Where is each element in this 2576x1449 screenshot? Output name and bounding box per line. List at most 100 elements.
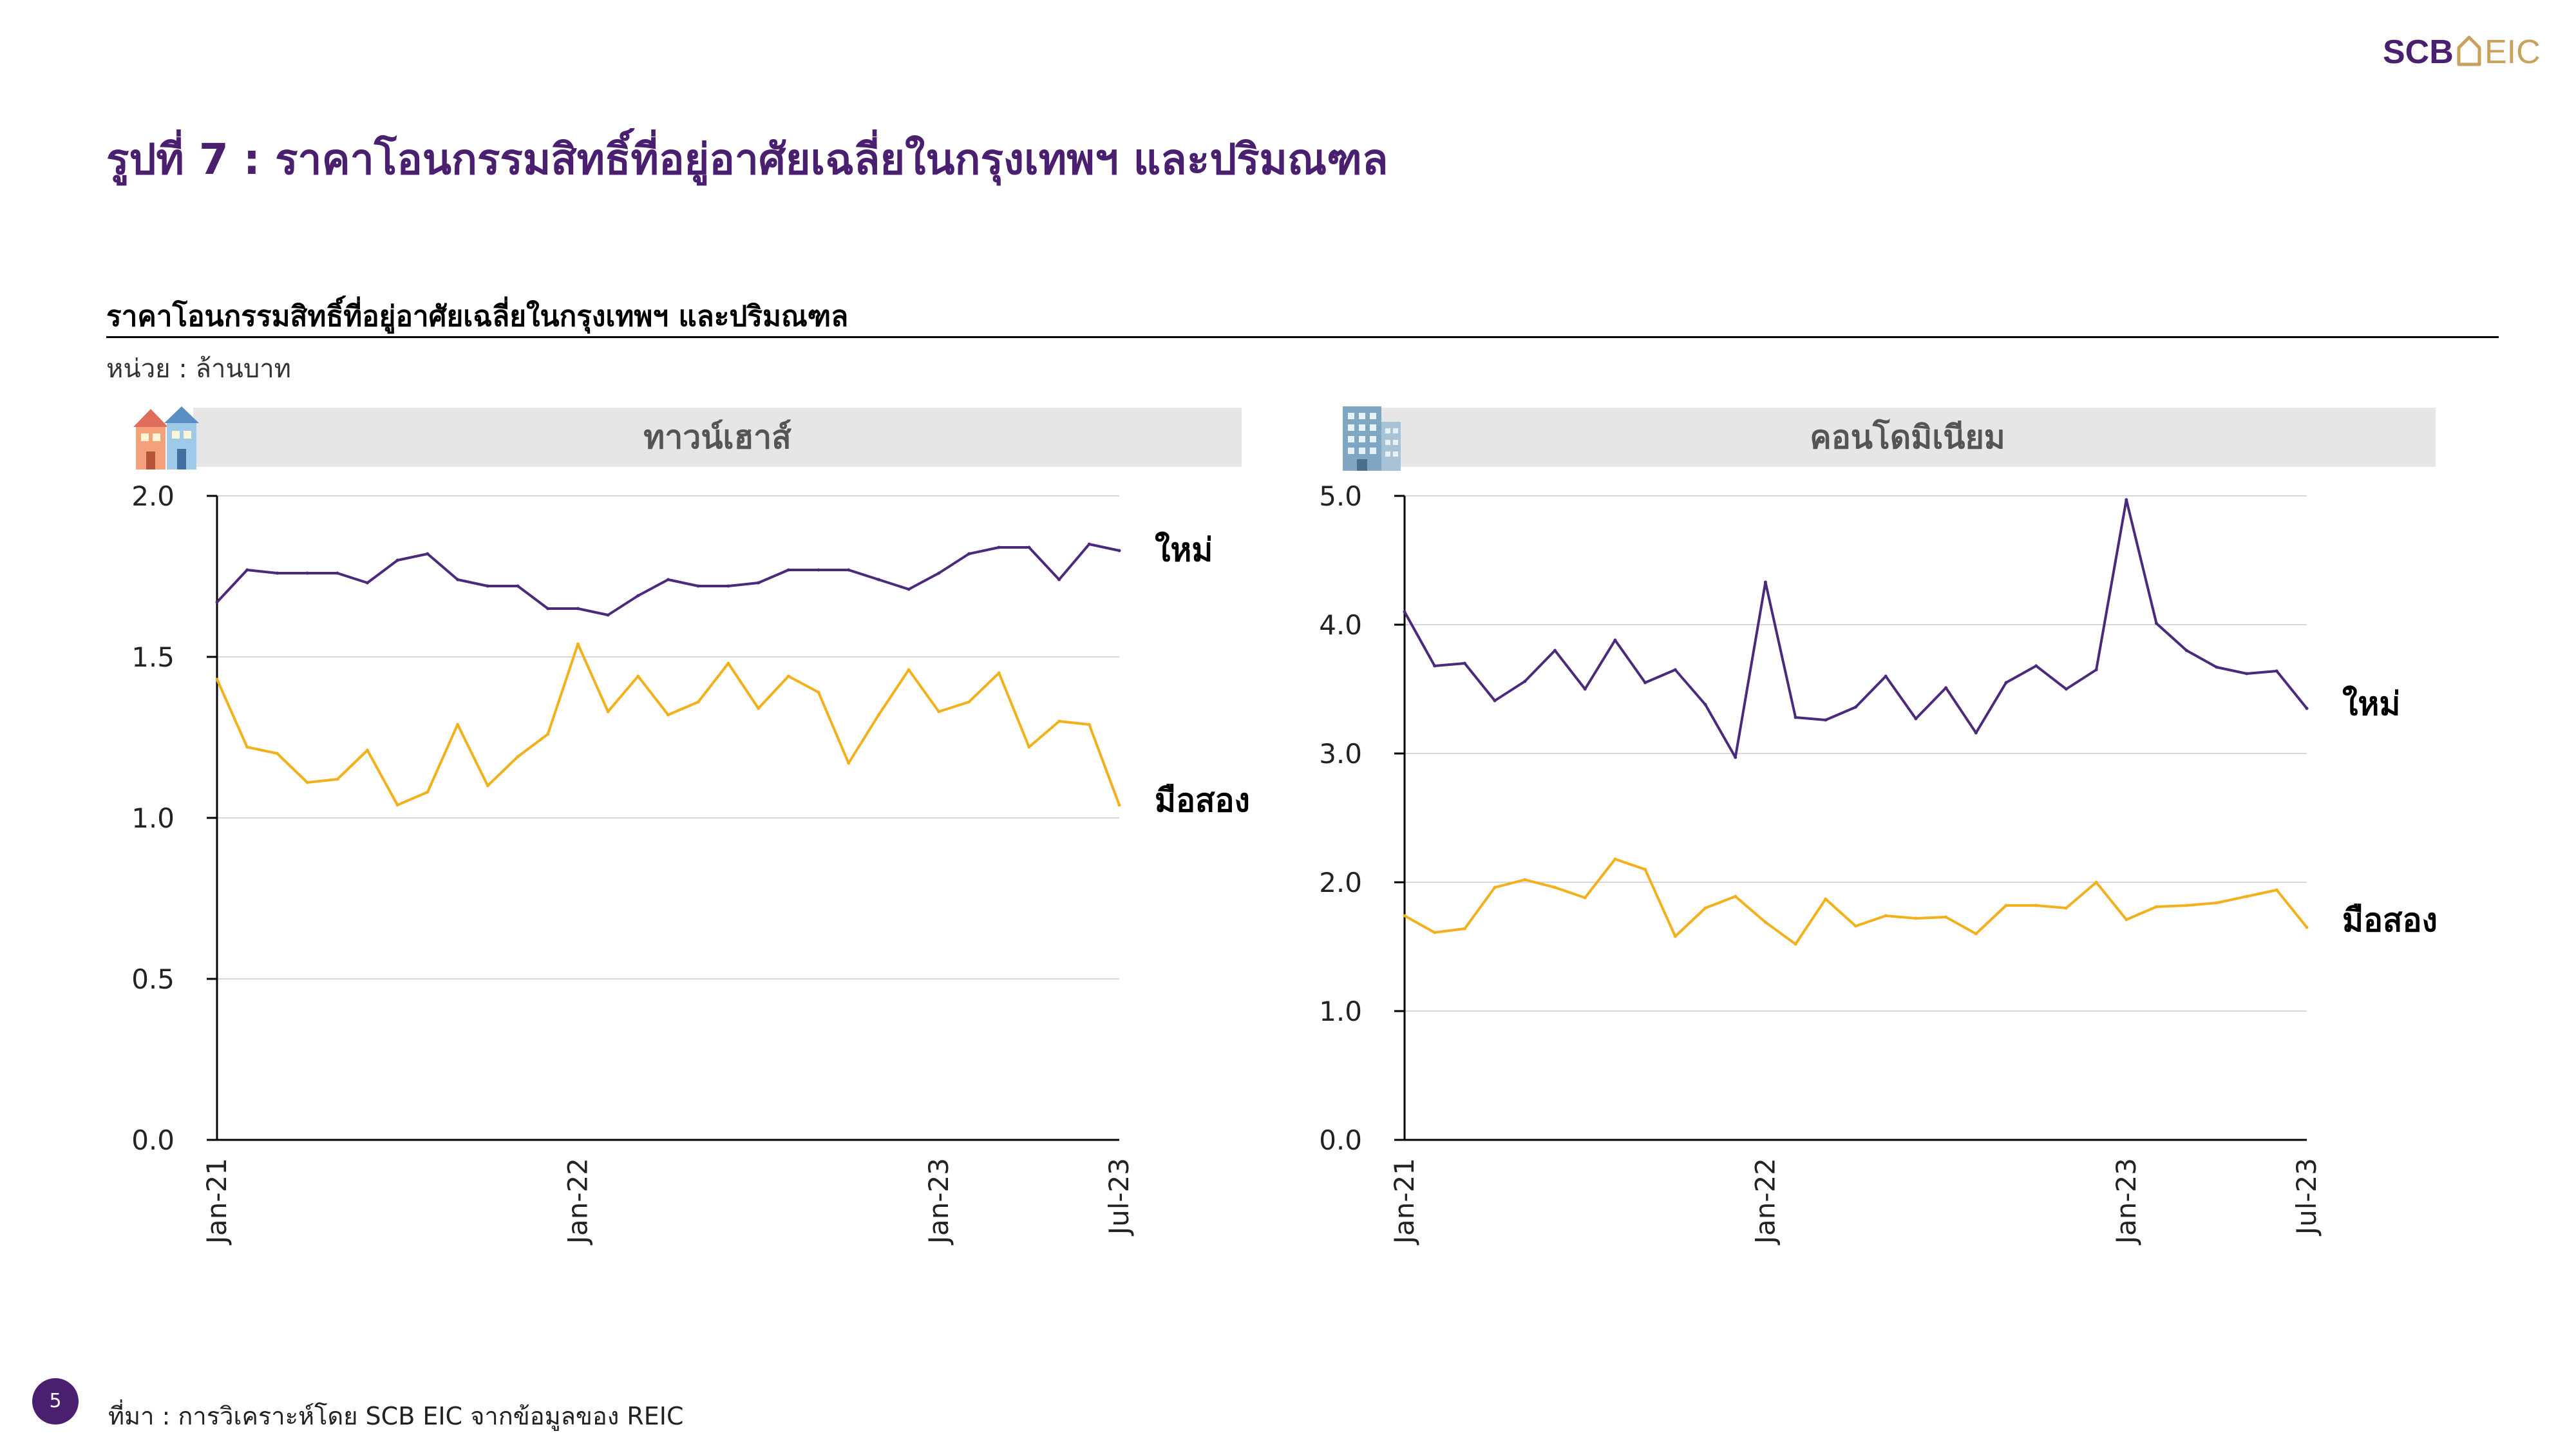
x-tick-label: Jan-23 <box>923 1158 954 1245</box>
data-point-used <box>786 674 790 678</box>
data-point-used <box>1854 924 1857 928</box>
data-point-new <box>757 581 761 585</box>
data-point-new <box>1673 668 1677 672</box>
x-tick-label: Jan-22 <box>1749 1158 1781 1245</box>
data-point-new <box>305 571 309 575</box>
data-point-used <box>2094 880 2098 884</box>
data-point-used <box>2125 918 2128 922</box>
data-point-used <box>516 755 520 759</box>
y-tick-label: 0.0 <box>131 1124 175 1156</box>
data-point-new <box>2245 672 2249 676</box>
data-point-used <box>847 761 851 765</box>
data-point-new <box>847 568 851 572</box>
data-point-used <box>757 706 761 710</box>
data-point-new <box>1884 674 1888 678</box>
unit-label: หน่วย : ล้านบาท <box>106 354 292 384</box>
data-point-new <box>726 584 730 588</box>
data-point-used <box>1087 723 1091 726</box>
data-point-used <box>546 732 550 736</box>
data-point-new <box>2155 621 2158 625</box>
data-point-used <box>305 781 309 784</box>
data-point-used <box>2215 901 2219 905</box>
logo-text-scb: SCB <box>2383 33 2454 71</box>
data-point-new <box>486 584 489 588</box>
data-point-new <box>2004 681 2008 685</box>
data-point-used <box>2245 895 2249 898</box>
data-point-used <box>1824 897 1828 901</box>
data-point-new <box>2064 687 2068 691</box>
y-tick-label: 4.0 <box>1319 609 1362 641</box>
data-point-new <box>786 568 790 572</box>
data-point-used <box>2275 888 2278 892</box>
series-line-new <box>1403 498 2308 759</box>
series-label-new: ใหม่ <box>1155 531 1213 569</box>
data-point-used <box>1763 920 1767 924</box>
data-point-used <box>1403 914 1406 918</box>
data-point-used <box>395 803 399 807</box>
series-line-used <box>216 643 1121 806</box>
data-point-new <box>456 578 460 582</box>
data-point-new <box>2184 649 2188 652</box>
data-point-used <box>1583 896 1587 900</box>
data-point-new <box>1463 661 1466 665</box>
data-point-used <box>1523 878 1527 882</box>
data-point-used <box>636 674 640 678</box>
townhouse-icon <box>133 406 199 469</box>
data-point-new <box>516 584 520 588</box>
data-point-new <box>1057 578 1061 582</box>
data-point-new <box>275 571 279 575</box>
data-point-used <box>275 752 279 755</box>
data-point-used <box>1433 931 1437 934</box>
x-tick-label: Jan-21 <box>201 1158 232 1245</box>
data-point-used <box>486 784 489 788</box>
data-point-new <box>696 584 700 588</box>
data-point-used <box>1794 942 1797 946</box>
data-point-new <box>1117 549 1121 553</box>
data-point-new <box>1914 717 1918 721</box>
data-point-new <box>1854 705 1857 709</box>
panel-header-condominium: คอนโดมิเนียม <box>1379 408 2436 467</box>
data-point-used <box>2034 904 2038 907</box>
data-point-used <box>245 745 249 749</box>
page-title: รูปที่ 7 : ราคาโอนกรรมสิทธิ์ที่อยู่อาศัย… <box>106 135 1388 184</box>
data-point-new <box>1553 649 1557 652</box>
data-point-new <box>636 594 640 598</box>
data-point-used <box>1493 886 1497 889</box>
data-point-new <box>1027 545 1031 549</box>
y-tick-label: 1.0 <box>1319 996 1362 1027</box>
data-point-used <box>1643 867 1647 871</box>
data-point-new <box>366 581 369 585</box>
y-tick-label: 1.0 <box>131 802 175 834</box>
data-point-new <box>215 600 219 604</box>
data-point-used <box>907 668 911 672</box>
series-line-used <box>1404 858 2308 945</box>
data-point-new <box>1087 542 1091 546</box>
data-point-used <box>576 642 580 646</box>
data-point-new <box>1734 755 1738 759</box>
x-tick-label: Jan-21 <box>1388 1158 1420 1245</box>
y-tick-label: 0.5 <box>131 963 175 995</box>
data-point-used <box>1117 803 1121 807</box>
data-point-new <box>907 587 911 591</box>
panel-title-condominium: คอนโดมิเนียม <box>1810 419 2005 456</box>
data-point-used <box>876 713 880 717</box>
data-point-new <box>395 558 399 562</box>
chart-subtitle: ราคาโอนกรรมสิทธิ์ที่อยู่อาศัยเฉลี่ยในกรุ… <box>106 300 849 333</box>
data-point-new <box>576 607 580 611</box>
data-point-used <box>997 671 1001 675</box>
page-number-badge: 5 <box>32 1378 79 1425</box>
data-point-used <box>1673 934 1677 938</box>
data-point-new <box>817 568 820 572</box>
data-point-used <box>366 748 369 752</box>
data-point-new <box>1794 715 1797 719</box>
series-label-used: มือสอง <box>1155 782 1250 819</box>
data-point-new <box>2125 498 2128 502</box>
data-point-new <box>1643 681 1647 685</box>
data-point-used <box>426 790 430 794</box>
data-point-new <box>2034 664 2038 668</box>
data-point-used <box>817 690 820 694</box>
data-point-used <box>1734 895 1738 898</box>
series-label-new: ใหม่ <box>2342 685 2400 723</box>
data-point-new <box>1613 638 1617 642</box>
